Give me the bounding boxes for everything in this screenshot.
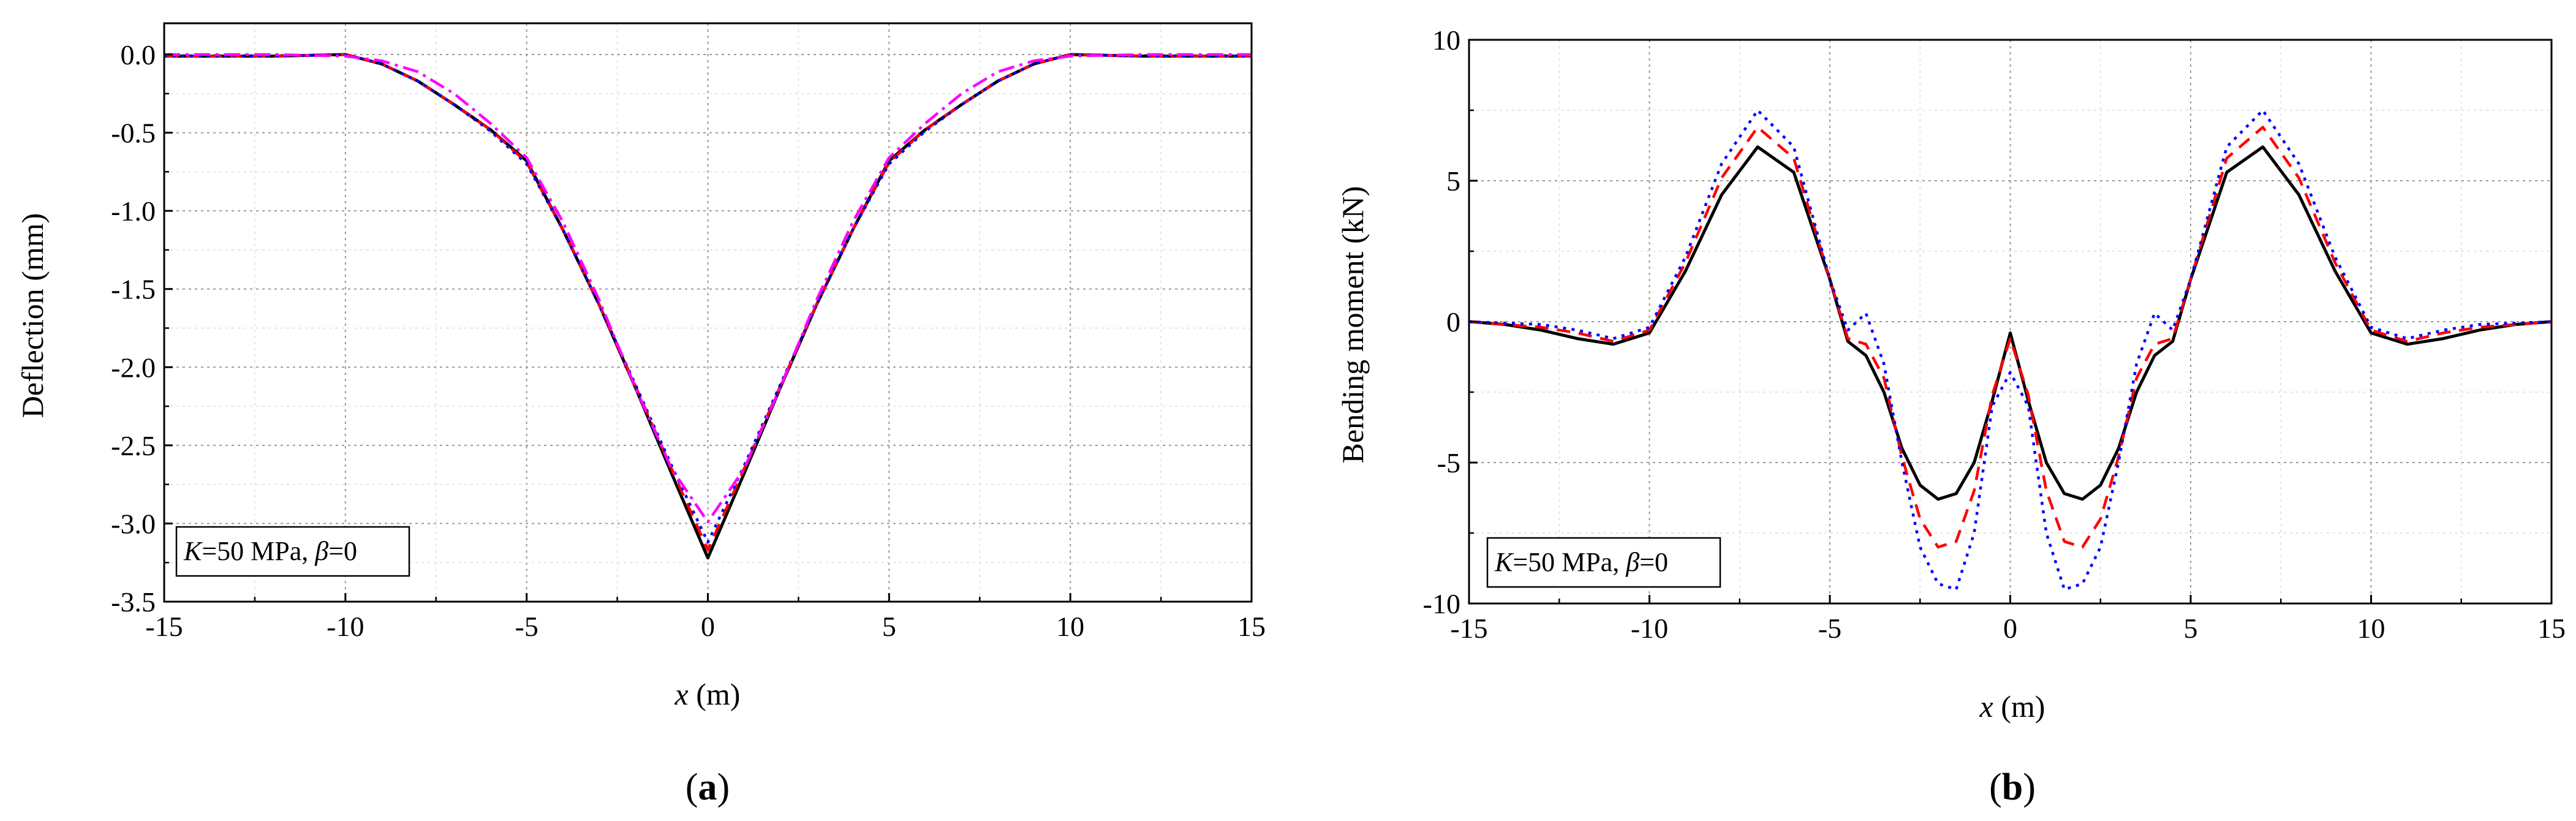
moment-y-tick-label: -10 (1423, 588, 1460, 619)
moment-x-tick-label: 5 (2184, 613, 2198, 644)
deflection-y-tick-label: -0.5 (111, 118, 156, 149)
deflection-x-axis-label: x (m) (674, 677, 741, 711)
panel-label-a: (a) (686, 766, 730, 808)
moment-y-axis-label: Bending moment (kN) (1335, 186, 1370, 464)
moment-x-axis-var: x (1979, 689, 1993, 724)
moment-x-tick-label: -15 (1450, 613, 1487, 644)
deflection-y-tick-label: -1.0 (111, 195, 156, 227)
deflection-chart: -15 -10 -5 0 5 10 15 0.0 -0.5 -1.0 -1.5 -2.0 -2.5 -3.… (15, 22, 1266, 808)
deflection-annotation-text: K=50 MPa, β=0 (183, 536, 357, 566)
deflection-x-axis-var: x (674, 677, 689, 711)
moment-x-tick-label: -10 (1631, 613, 1668, 644)
moment-y-tick-label: 0 (1446, 306, 1460, 338)
deflection-series-line-2 (164, 53, 1252, 552)
deflection-y-tick-label: -1.5 (111, 274, 156, 305)
moment-parameter-annotation: K=50 MPa, β=0 (1486, 537, 1721, 588)
deflection-x-tick-label: -15 (145, 611, 183, 642)
moment-series-line-1 (1469, 145, 2551, 501)
moment-x-tick-label: 15 (2537, 613, 2566, 644)
deflection-y-tick-label: -2.5 (111, 430, 156, 461)
deflection-x-axis-unit: (m) (689, 677, 741, 711)
panel-label-b: (b) (1989, 766, 2036, 808)
moment-y-tick-label: 10 (1432, 25, 1460, 56)
moment-annotation-box (1486, 537, 1721, 588)
moment-y-tick-label: 5 (1446, 165, 1460, 197)
deflection-y-tick-label: 0.0 (121, 39, 156, 70)
moment-x-tick-label: -5 (1818, 613, 1841, 644)
deflection-parameter-annotation: K=50 MPa, β=0 (175, 526, 410, 577)
deflection-series-line-3 (164, 53, 1252, 544)
moment-x-axis-label: x (m) (1979, 689, 2045, 724)
deflection-x-tick-label: 5 (882, 611, 896, 642)
deflection-x-tick-label: 0 (701, 611, 715, 642)
deflection-x-tick-label: -5 (515, 611, 538, 642)
moment-series-group (1469, 108, 2551, 591)
deflection-plot-area: -15 -10 -5 0 5 10 15 0.0 -0.5 -1.0 -1.5 -2.0 -2.5 -3.… (111, 22, 1266, 642)
deflection-x-tick-label: -10 (327, 611, 364, 642)
deflection-y-tick-label: -2.0 (111, 352, 156, 383)
deflection-series-group (164, 53, 1252, 560)
moment-x-axis-unit: (m) (1993, 689, 2045, 724)
deflection-y-axis-label: Deflection (mm) (15, 213, 50, 418)
moment-x-tick-label: 10 (2357, 613, 2385, 644)
deflection-y-tick-label: -3.5 (111, 586, 156, 618)
deflection-x-tick-label: 10 (1056, 611, 1084, 642)
moment-annotation-text: K=50 MPa, β=0 (1494, 547, 1668, 577)
moment-series-line-3 (1469, 108, 2551, 591)
moment-x-tick-label: 0 (2003, 613, 2017, 644)
deflection-annotation-box (175, 526, 410, 577)
deflection-x-tick-label: 15 (1237, 611, 1266, 642)
moment-series-line-2 (1469, 126, 2551, 549)
deflection-series-line-4 (164, 53, 1252, 524)
moment-y-tick-label: -5 (1437, 447, 1460, 479)
deflection-y-tick-label: -3.0 (111, 508, 156, 539)
